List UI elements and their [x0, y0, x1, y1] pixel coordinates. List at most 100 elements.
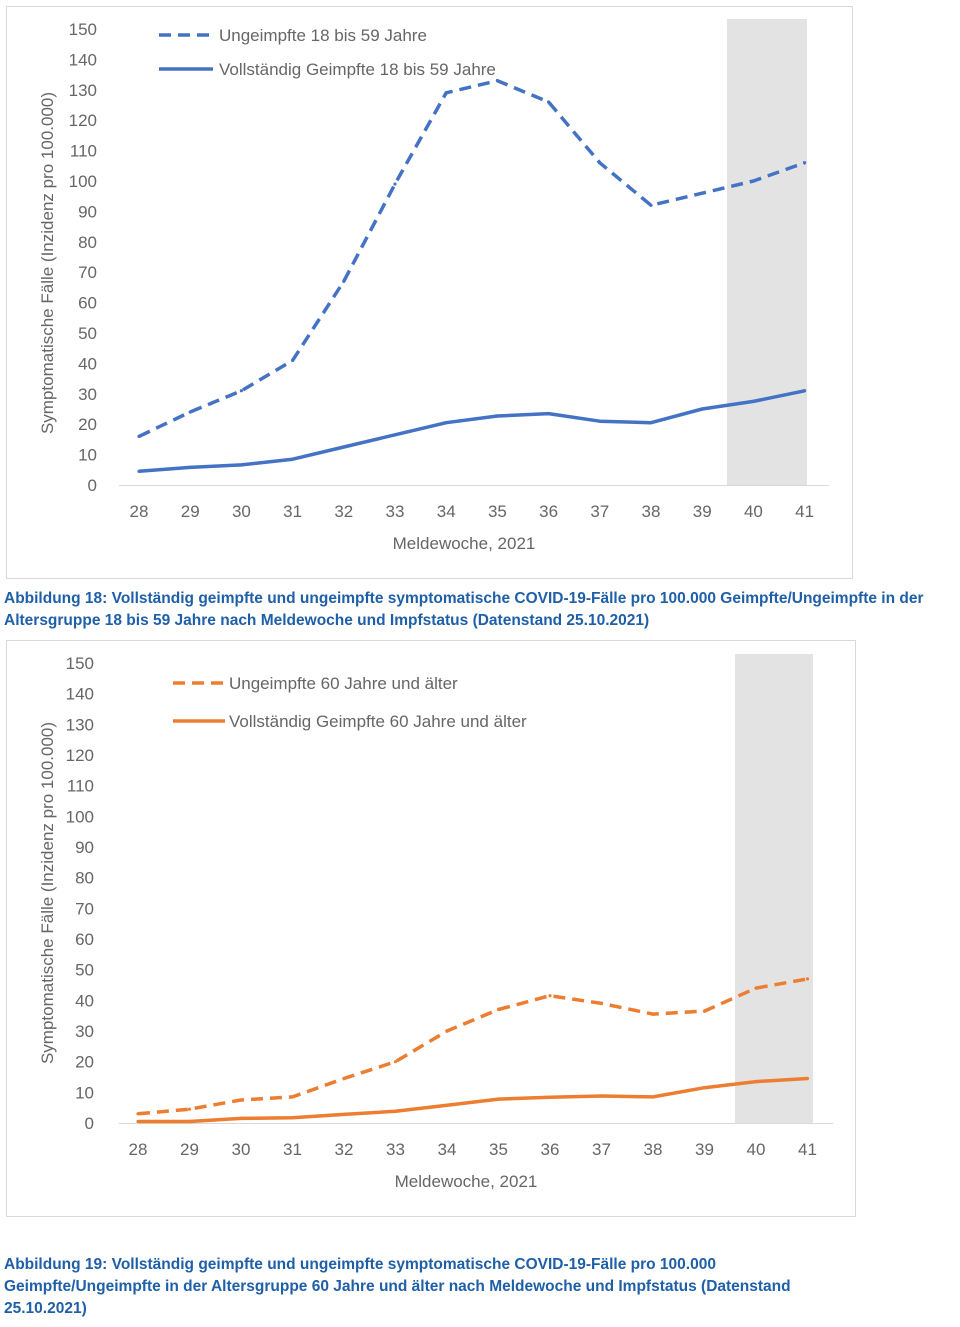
x-tick-label: 30: [232, 1140, 251, 1159]
data-point-geimpfte: [548, 1095, 552, 1099]
y-tick-label: 70: [75, 899, 94, 918]
data-point-ungeimpfte: [751, 179, 756, 183]
data-point-ungeimpfte: [290, 1095, 295, 1099]
x-tick-label: 32: [335, 1140, 354, 1159]
y-tick-label: 30: [78, 385, 97, 404]
caption-figure-18: Abbildung 18: Vollständig geimpfte und u…: [4, 590, 924, 629]
highlight-band: [727, 19, 807, 485]
data-point-ungeimpfte: [239, 389, 243, 393]
x-tick-label: 28: [129, 1140, 148, 1159]
y-tick-label: 50: [75, 961, 94, 980]
y-tick-label: 130: [69, 81, 97, 100]
x-tick-label: 38: [642, 502, 661, 521]
y-tick-label: 60: [78, 294, 97, 313]
data-point-geimpfte: [444, 421, 448, 425]
chart-18-bis-59-svg: 0 10 20 30 40 50 60 70 80 90 100 110 120 130 140 150 28 2…: [38, 19, 829, 553]
y-tick-label: 10: [75, 1083, 94, 1102]
data-point-ungeimpfte: [291, 358, 295, 362]
data-point-geimpfte: [239, 1116, 243, 1120]
data-point-geimpfte: [803, 389, 807, 393]
data-point-geimpfte: [651, 1095, 655, 1099]
data-point-ungeimpfte: [444, 91, 448, 95]
legend-label-geimpfte: Vollständig Geimpfte 18 bis 59 Jahre: [219, 60, 496, 79]
data-point-geimpfte: [751, 399, 756, 403]
data-point-geimpfte: [649, 421, 653, 425]
data-point-ungeimpfte: [137, 434, 141, 438]
x-tick-label: 33: [386, 1140, 405, 1159]
x-tick-label: 31: [283, 502, 302, 521]
data-point-ungeimpfte: [496, 1007, 501, 1012]
y-tick-label: 100: [66, 807, 94, 826]
y-axis-title: Symptomatische Fälle (Inzidenz pro 100.0…: [38, 722, 57, 1064]
y-tick-label: 120: [69, 111, 97, 130]
x-tick-label: 34: [438, 1140, 457, 1159]
data-point-ungeimpfte: [651, 1012, 655, 1016]
data-point-ungeimpfte: [548, 994, 552, 998]
data-point-geimpfte: [495, 414, 499, 418]
y-tick-label: 120: [66, 746, 94, 765]
x-tick-label: 36: [541, 1140, 560, 1159]
data-point-ungeimpfte: [445, 1029, 449, 1033]
data-point-geimpfte: [496, 1097, 501, 1101]
series-line-geimpfte: [138, 1076, 808, 1124]
x-tick-label: 40: [747, 1140, 766, 1159]
data-point-ungeimpfte: [649, 203, 653, 207]
data-point-geimpfte: [754, 1080, 758, 1084]
series-line-ungeimpfte: [138, 78, 806, 438]
y-tick-label: 60: [75, 930, 94, 949]
chart-60-plus-svg: 0 10 20 30 40 50 60 70 80 90 100 110 120 130 140 150 28 2…: [38, 654, 833, 1191]
x-tick-label: 33: [386, 502, 405, 521]
data-point-geimpfte: [393, 1109, 398, 1113]
x-tick-label: 31: [283, 1140, 302, 1159]
data-point-geimpfte: [547, 411, 551, 416]
data-point-ungeimpfte: [805, 977, 810, 981]
x-tick-label: 35: [488, 502, 507, 521]
data-point-ungeimpfte: [187, 1107, 192, 1111]
y-tick-label: 110: [67, 777, 94, 796]
data-point-ungeimpfte: [599, 1001, 604, 1005]
x-tick-label: 28: [130, 502, 149, 521]
y-tick-label: 150: [66, 654, 94, 673]
x-tick-label: 37: [590, 502, 609, 521]
x-tick-label: 40: [744, 502, 763, 521]
x-axis-title: Meldewoche, 2021: [395, 1172, 538, 1191]
data-point-ungeimpfte: [393, 1060, 398, 1064]
data-point-geimpfte: [700, 407, 704, 411]
y-axis-title: Symptomatische Fälle (Inzidenz pro 100.0…: [38, 92, 57, 434]
y-tick-label: 150: [69, 20, 97, 39]
legend-label-geimpfte: Vollständig Geimpfte 60 Jahre und älter: [229, 712, 527, 731]
y-tick-label: 130: [66, 715, 94, 734]
y-tick-label: 80: [75, 869, 94, 888]
legend-label-ungeimpfte: Ungeimpfte 18 bis 59 Jahre: [219, 26, 427, 45]
data-point-ungeimpfte: [342, 279, 346, 283]
data-point-geimpfte: [702, 1086, 707, 1090]
x-tick-label: 41: [798, 1140, 817, 1159]
y-tick-label: 10: [78, 446, 97, 465]
x-tick-label: 38: [644, 1140, 663, 1159]
x-tick-label: 39: [693, 502, 712, 521]
data-point-geimpfte: [290, 1116, 295, 1120]
data-point-geimpfte: [291, 457, 295, 461]
data-point-ungeimpfte: [188, 410, 192, 414]
x-tick-label: 41: [795, 502, 814, 521]
y-tick-label: 50: [78, 324, 97, 343]
data-point-ungeimpfte: [239, 1098, 243, 1102]
data-point-ungeimpfte: [136, 1112, 140, 1116]
data-point-ungeimpfte: [342, 1076, 346, 1081]
data-point-ungeimpfte: [754, 986, 758, 990]
x-tick-label: 29: [181, 502, 200, 521]
x-axis-title: Meldewoche, 2021: [393, 534, 536, 553]
y-tick-label: 20: [75, 1053, 94, 1072]
highlight-band: [735, 654, 813, 1123]
data-point-geimpfte: [393, 433, 397, 437]
y-tick-label: 70: [78, 263, 97, 282]
x-tick-label: 34: [437, 502, 456, 521]
data-point-geimpfte: [187, 1119, 192, 1124]
data-point-geimpfte: [239, 463, 243, 467]
y-tick-label: 40: [78, 354, 97, 373]
y-tick-label: 100: [69, 172, 97, 191]
y-tick-label: 90: [78, 202, 97, 221]
y-tick-label: 0: [88, 476, 97, 495]
data-point-geimpfte: [445, 1103, 449, 1107]
data-point-ungeimpfte: [393, 182, 397, 186]
